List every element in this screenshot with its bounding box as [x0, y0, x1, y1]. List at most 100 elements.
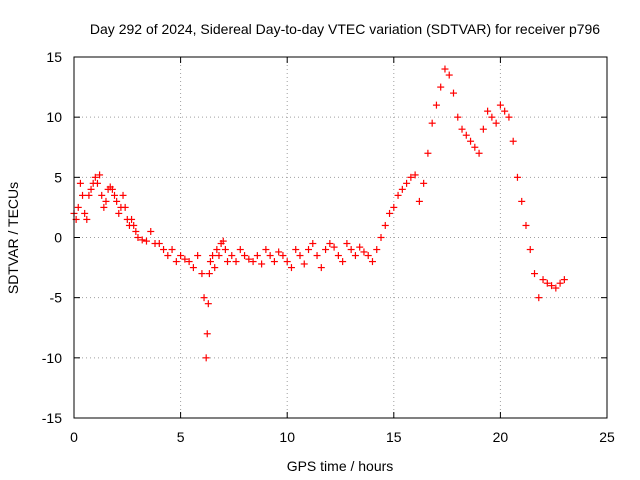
data-point	[377, 234, 385, 241]
y-tick-label: -5	[50, 290, 63, 306]
data-point	[249, 258, 257, 266]
data-point	[128, 215, 136, 223]
data-point	[209, 252, 217, 260]
data-point	[330, 243, 338, 251]
data-point	[130, 221, 138, 229]
grid-layer	[74, 57, 607, 418]
data-point	[262, 246, 270, 254]
data-point	[215, 252, 223, 260]
data-point	[471, 143, 479, 151]
data-point	[200, 294, 208, 302]
data-point	[548, 282, 556, 290]
data-point	[309, 240, 317, 248]
data-point	[168, 246, 176, 254]
data-point	[556, 279, 564, 287]
data-point	[206, 258, 214, 266]
data-point	[236, 246, 244, 254]
x-axis-label: GPS time / hours	[287, 458, 394, 474]
y-tick-label: 10	[46, 109, 62, 125]
data-point	[76, 179, 84, 187]
data-point	[221, 246, 229, 254]
data-point	[87, 185, 95, 193]
data-point	[347, 246, 355, 254]
data-point	[441, 65, 449, 73]
y-tick-label: 5	[54, 169, 62, 185]
data-point	[228, 252, 236, 260]
data-point	[74, 203, 82, 211]
data-point	[432, 101, 440, 109]
data-point	[492, 119, 500, 127]
data-point	[177, 252, 185, 260]
data-point	[437, 83, 445, 91]
data-point	[424, 149, 432, 157]
data-point	[138, 236, 146, 244]
data-point	[496, 101, 504, 109]
data-point	[189, 264, 197, 272]
data-point	[205, 270, 213, 278]
y-tick-label: -15	[42, 410, 62, 426]
data-point	[232, 258, 240, 266]
data-point	[283, 258, 291, 266]
data-point	[334, 252, 342, 260]
data-point	[360, 248, 368, 256]
data-point	[531, 270, 539, 278]
x-tick-label: 0	[70, 429, 78, 445]
data-point	[296, 252, 304, 260]
data-point	[501, 107, 509, 115]
data-point	[85, 191, 93, 199]
data-point	[386, 209, 394, 217]
data-point	[300, 260, 308, 268]
data-point	[484, 107, 492, 115]
data-point	[403, 179, 411, 187]
data-point	[351, 252, 359, 260]
data-point	[279, 252, 287, 260]
data-point	[258, 260, 266, 268]
data-point	[373, 246, 381, 254]
data-point	[415, 197, 423, 205]
data-point	[164, 252, 172, 260]
data-point	[381, 221, 389, 229]
data-point	[317, 264, 325, 272]
data-point	[398, 185, 406, 193]
data-point	[198, 270, 206, 278]
data-point	[411, 171, 419, 179]
data-point	[449, 89, 457, 97]
data-point	[115, 209, 123, 217]
data-point	[356, 243, 364, 251]
data-point	[219, 237, 227, 245]
data-point	[203, 330, 211, 338]
x-tick-label: 10	[279, 429, 295, 445]
data-point	[445, 71, 453, 79]
data-point	[322, 246, 330, 254]
data-point	[462, 131, 470, 139]
data-point	[420, 179, 428, 187]
data-point	[560, 276, 568, 284]
data-point	[513, 173, 521, 181]
data-point	[475, 149, 483, 157]
data-point	[390, 203, 398, 211]
tick-layer: 0 5 10 15 20 25 -15 -10 -5 0 5 10 15	[42, 49, 615, 445]
data-point	[98, 191, 106, 199]
y-tick-label: -10	[42, 350, 62, 366]
x-tick-label: 25	[599, 429, 615, 445]
data-point	[108, 185, 116, 193]
data-point	[102, 197, 110, 205]
data-point	[488, 113, 496, 121]
data-point	[119, 191, 127, 199]
data-point	[181, 255, 189, 263]
data-point	[539, 276, 547, 284]
data-point	[458, 125, 466, 133]
data-point	[245, 255, 253, 263]
data-point	[535, 294, 543, 302]
data-point	[172, 258, 180, 266]
data-point	[160, 246, 168, 254]
chart-title: Day 292 of 2024, Sidereal Day-to-day VTE…	[90, 21, 600, 37]
data-point	[479, 125, 487, 133]
data-point	[292, 246, 300, 254]
data-point	[518, 197, 526, 205]
data-point	[147, 227, 155, 235]
data-point	[202, 354, 210, 362]
data-point	[552, 284, 560, 292]
plot-frame	[73, 56, 608, 419]
